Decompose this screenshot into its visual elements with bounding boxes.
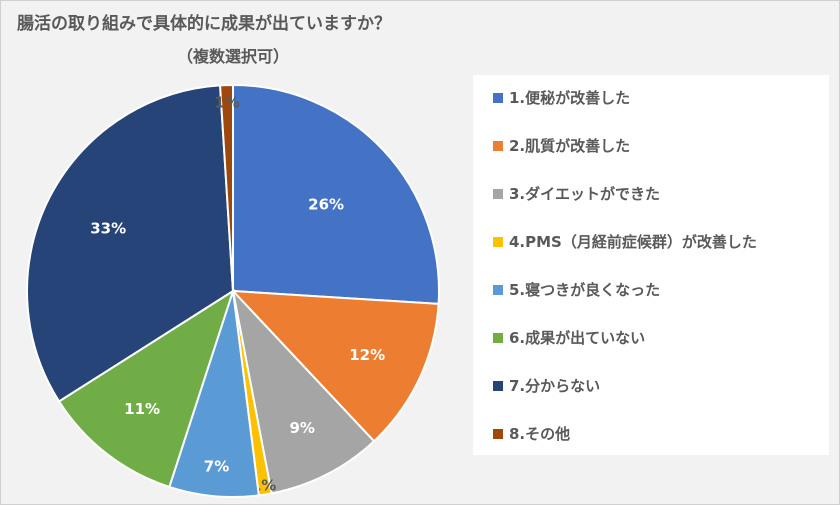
- legend-swatch-7: [493, 380, 503, 391]
- legend-item-1: 1.便秘が改善した: [493, 87, 630, 108]
- pie-slice-1: [232, 83, 440, 305]
- legend-item-7: 7.分からない: [493, 375, 600, 396]
- legend-label-2: 2.肌質が改善した: [509, 137, 631, 155]
- chart-subtitle: （複数選択可）: [177, 47, 290, 66]
- legend-label-4: 4.PMS（月経前症候群）が改善した: [509, 233, 757, 251]
- chart-title: 腸活の取り組みで具体的に成果が出ていますか？: [17, 14, 391, 34]
- pie-chart: 26%12%9%1%7%11%33%1%: [26, 83, 440, 498]
- legend-item-4: 4.PMS（月経前症候群）が改善した: [493, 231, 757, 252]
- legend-item-5: 5.寝つきが良くなった: [493, 279, 660, 300]
- legend-swatch-3: [493, 188, 503, 199]
- legend-item-3: 3.ダイエットができた: [493, 183, 660, 204]
- legend-item-2: 2.肌質が改善した: [493, 135, 630, 156]
- pie-slice-6: [57, 288, 235, 489]
- legend-label-6: 6.成果が出ていない: [509, 329, 646, 347]
- legend-swatch-5: [493, 284, 503, 295]
- pie-slice-2: [230, 289, 440, 443]
- legend-swatch-1: [493, 92, 503, 103]
- legend-label-3: 3.ダイエットができた: [509, 185, 660, 203]
- slice-label-1: 26%: [308, 196, 344, 214]
- slice-label-8: 1%: [214, 94, 239, 112]
- legend-swatch-8: [493, 428, 503, 439]
- legend-swatch-4: [493, 236, 503, 247]
- pie-slice-3: [231, 287, 376, 495]
- slice-label-2: 12%: [349, 346, 385, 364]
- legend-label-5: 5.寝つきが良くなった: [509, 281, 661, 299]
- slice-label-5: 7%: [204, 457, 229, 475]
- legend-swatch-2: [493, 140, 503, 151]
- legend-label-7: 7.分からない: [509, 377, 601, 395]
- pie-slice-8: [219, 83, 234, 292]
- pie-slice-7: [26, 84, 235, 403]
- legend-label-8: 8.その他: [509, 425, 571, 443]
- slice-label-7: 33%: [90, 219, 126, 237]
- chart-legend: 1.便秘が改善した 2.肌質が改善した 3.ダイエットができた 4.PMS（月経前症候…: [473, 75, 829, 455]
- slice-label-3: 9%: [289, 419, 314, 437]
- legend-item-6: 6.成果が出ていない: [493, 327, 645, 348]
- slice-label-6: 11%: [124, 400, 160, 418]
- legend-label-1: 1.便秘が改善した: [509, 89, 631, 107]
- legend-swatch-6: [493, 332, 503, 343]
- legend-item-8: 8.その他: [493, 423, 570, 444]
